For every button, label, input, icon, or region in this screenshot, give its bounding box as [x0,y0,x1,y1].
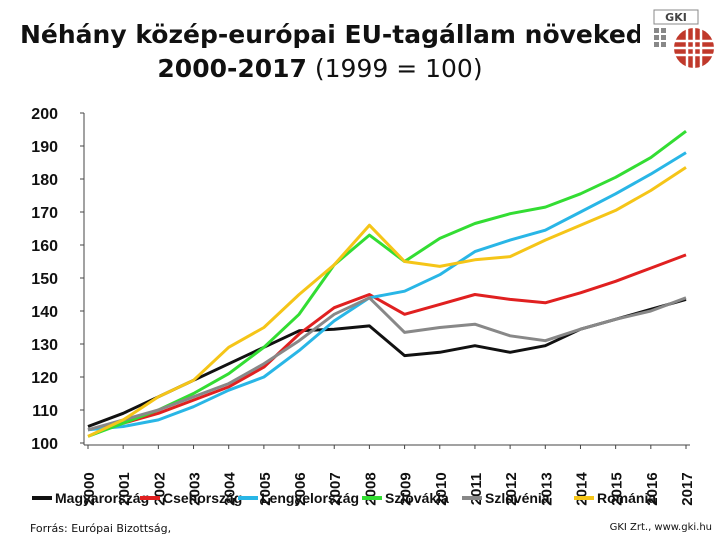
x-tick-label: 2000 [81,472,98,505]
x-tick-label: 2016 [644,472,661,505]
y-tick-label: 190 [31,139,58,156]
legend-label: Lengyelország [261,490,359,506]
y-tick-label: 110 [32,403,58,420]
legend-label: Románia [597,490,656,506]
title-years: 2000-2017 [157,54,307,83]
legend-label: Csehország [163,490,242,506]
legend-label: Szlovénia [485,490,550,506]
title-line-1: Néhány közép-európai EU-tagállam növeked [20,20,640,49]
page-title: Néhány közép-európai EU-tagállam növeked… [0,18,640,86]
series-line-csehország [87,253,687,432]
series-line-románia [87,166,687,438]
y-tick-label: 180 [31,172,58,189]
x-tick-label: 2006 [292,472,309,505]
credit-note: GKI Zrt., www.gki.hu [609,522,712,533]
x-tick-label: 2004 [222,472,239,506]
x-tick-label: 2003 [187,472,204,505]
y-tick-label: 120 [31,370,58,387]
legend-label: Magyarország [55,490,149,506]
series-line-szlovákia [87,130,687,438]
x-tick-label: 2008 [362,472,379,505]
growth-line-chart: 100 110 120 130 140 150 160 170 180 190 200 2000 200… [31,106,696,506]
x-tick-label: 2017 [679,472,696,505]
x-tick-label: 2010 [433,472,450,505]
legend-label: Szlovákia [385,490,449,506]
y-tick-label: 170 [31,205,58,222]
y-tick-label: 160 [31,238,58,255]
x-tick-label: 2005 [257,472,274,505]
logo-text: GKI [665,11,687,24]
source-note: Forrás: Európai Bizottság, [30,522,172,535]
gki-logo: GKI [653,9,714,68]
x-tick-label: 2011 [468,473,485,506]
x-tick-label: 2013 [538,472,555,505]
x-tick-label: 2012 [503,472,520,505]
x-tick-label: 2015 [609,472,626,505]
y-tick-label: 100 [31,436,58,453]
series-line-lengyelország [87,151,687,432]
title-line-2: 2000-2017 (1999 = 100) [0,52,640,86]
title-base-note: (1999 = 100) [306,54,483,83]
y-tick-label: 140 [31,304,58,321]
y-tick-label: 150 [31,271,58,288]
x-tick-label: 2001 [116,472,133,505]
x-tick-label: 2009 [398,472,415,505]
series-line-szlovénia [87,296,687,432]
y-tick-label: 200 [31,106,58,123]
x-tick-label: 2014 [573,472,590,506]
y-tick-label: 130 [31,337,58,354]
x-tick-label: 2007 [327,472,344,505]
